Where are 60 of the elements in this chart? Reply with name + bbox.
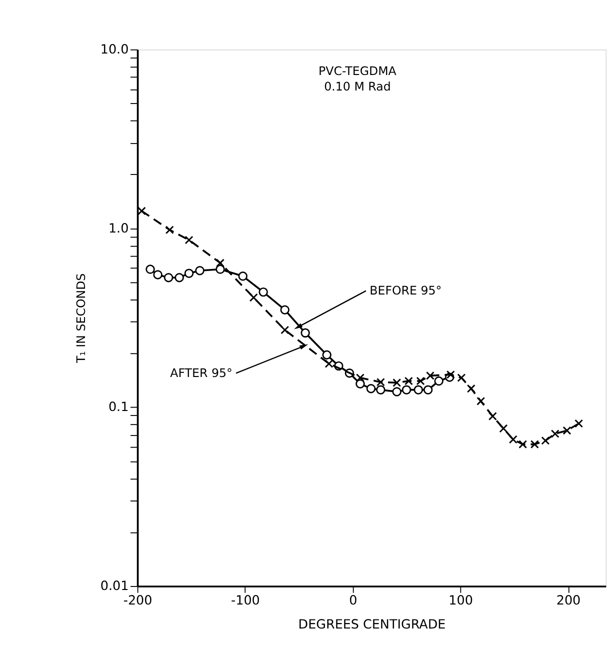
point — [416, 376, 425, 386]
point — [499, 424, 508, 433]
point — [146, 264, 155, 274]
point — [258, 287, 268, 297]
y-tick-label: 0.1 — [108, 400, 129, 416]
annotation: PVC-TEGDMA — [318, 64, 396, 78]
point — [426, 371, 434, 380]
point — [518, 440, 528, 449]
point — [404, 376, 413, 386]
x-tick-label: 0 — [349, 594, 358, 609]
point — [249, 293, 258, 302]
y-tick-label: 1.0 — [108, 221, 129, 236]
point — [174, 272, 184, 282]
point — [392, 387, 402, 396]
point — [280, 326, 290, 334]
point — [457, 374, 466, 382]
point — [423, 385, 433, 394]
point — [446, 370, 455, 379]
x-tick-label: -100 — [231, 594, 260, 609]
point — [414, 385, 423, 394]
point — [541, 436, 550, 445]
point — [153, 270, 162, 280]
point — [324, 359, 334, 368]
point — [300, 328, 310, 338]
point — [508, 435, 518, 444]
y-tick-label: 0.01 — [100, 579, 129, 594]
point — [476, 396, 486, 406]
point — [562, 426, 572, 435]
point — [488, 412, 497, 420]
point — [434, 376, 444, 386]
point — [574, 419, 584, 428]
x-axis-title: DEGREES CENTIGRADE — [298, 617, 446, 632]
point — [466, 384, 476, 393]
point — [238, 272, 248, 281]
point — [216, 258, 224, 268]
point — [322, 350, 332, 360]
x-tick-label: 200 — [556, 594, 581, 609]
point — [164, 272, 174, 282]
point — [195, 266, 204, 276]
annotation: BEFORE 95° — [370, 283, 442, 298]
point — [280, 305, 290, 314]
point — [392, 378, 402, 387]
point — [165, 226, 174, 234]
point — [530, 440, 539, 449]
point — [376, 378, 385, 386]
point — [376, 385, 386, 394]
y-axis-title: T₁ IN SECONDS — [74, 273, 88, 364]
point — [366, 384, 376, 394]
x-tick-label: -200 — [123, 594, 152, 609]
point — [356, 374, 364, 382]
point — [184, 268, 194, 278]
point — [356, 379, 365, 388]
point — [402, 385, 412, 394]
point — [550, 430, 560, 438]
point — [216, 264, 225, 274]
point — [184, 236, 194, 244]
y-tick-label: 10.0 — [100, 42, 129, 58]
annotation: 0.10 M Rad — [324, 79, 391, 94]
x-tick-label: 100 — [448, 594, 473, 609]
annotation: AFTER 95° — [170, 366, 232, 380]
